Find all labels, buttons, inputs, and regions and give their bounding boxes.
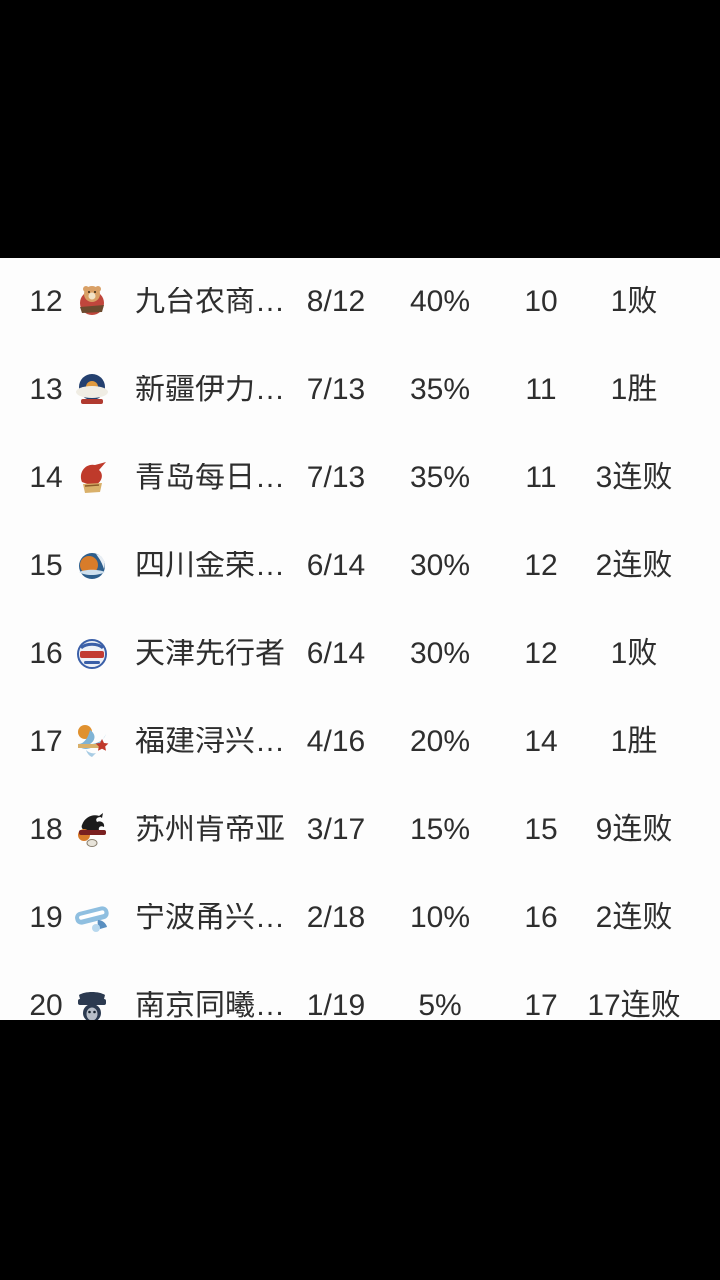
jilin-tigers-logo-icon [72, 280, 112, 324]
team-name: 南京同曦… [135, 991, 285, 1020]
games-behind-value: 15 [524, 813, 558, 846]
record-value: 4/16 [306, 725, 366, 758]
win-pct-value: 10% [409, 901, 471, 934]
standings-table: 12 九台农商… 8/12 40% 10 1败 13 新疆伊力… 7/13 35… [0, 258, 720, 1020]
streak-value: 2连败 [595, 549, 673, 582]
table-row[interactable]: 17 福建浔兴… 4/16 20% 14 1胜 [0, 698, 720, 786]
table-row[interactable]: 18 苏州肯帝亚 3/17 15% 15 9连败 [0, 786, 720, 874]
team-name: 天津先行者 [135, 639, 285, 669]
team-name: 四川金荣… [135, 551, 285, 581]
letterbox-top [0, 0, 720, 258]
team-name: 宁波甬兴… [135, 903, 285, 933]
xinjiang-flying-tigers-logo-icon [72, 368, 112, 412]
rank-value: 20 [29, 989, 63, 1021]
table-row[interactable]: 12 九台农商… 8/12 40% 10 1败 [0, 258, 720, 346]
rank-value: 14 [29, 461, 63, 494]
sichuan-whales-logo-icon [72, 544, 112, 588]
streak-value: 17连败 [587, 989, 681, 1021]
streak-value: 1败 [610, 285, 658, 318]
win-pct-value: 5% [418, 989, 462, 1021]
games-behind-value: 14 [524, 725, 558, 758]
letterbox-bottom [0, 1020, 720, 1280]
record-value: 3/17 [306, 813, 366, 846]
team-name: 新疆伊力… [135, 375, 285, 405]
table-row[interactable]: 13 新疆伊力… 7/13 35% 11 1胜 [0, 346, 720, 434]
games-behind-value: 11 [525, 461, 557, 494]
ningbo-rockets-logo-icon [72, 896, 112, 940]
win-pct-value: 35% [409, 373, 471, 406]
table-row[interactable]: 16 天津先行者 6/14 30% 12 1败 [0, 610, 720, 698]
win-pct-value: 35% [409, 461, 471, 494]
streak-value: 1败 [610, 637, 658, 670]
win-pct-value: 20% [409, 725, 471, 758]
record-value: 7/13 [306, 461, 366, 494]
streak-value: 2连败 [595, 901, 673, 934]
rank-value: 18 [29, 813, 63, 846]
record-value: 6/14 [306, 549, 366, 582]
rank-value: 12 [29, 285, 63, 318]
team-name: 福建浔兴… [135, 727, 285, 757]
record-value: 8/12 [306, 285, 366, 318]
suzhou-dragons-logo-icon [72, 808, 112, 852]
tianjin-pioneers-logo-icon [72, 632, 112, 676]
team-name: 青岛每日… [135, 463, 285, 493]
win-pct-value: 40% [409, 285, 471, 318]
games-behind-value: 12 [524, 637, 558, 670]
streak-value: 3连败 [595, 461, 673, 494]
streak-value: 1胜 [610, 373, 658, 406]
rank-value: 15 [29, 549, 63, 582]
rank-value: 13 [29, 373, 63, 406]
record-value: 7/13 [306, 373, 366, 406]
rank-value: 17 [29, 725, 63, 758]
table-row[interactable]: 15 四川金荣… 6/14 30% 12 2连败 [0, 522, 720, 610]
qingdao-eagles-logo-icon [72, 456, 112, 500]
record-value: 6/14 [306, 637, 366, 670]
team-name: 九台农商… [135, 287, 285, 317]
win-pct-value: 30% [409, 637, 471, 670]
streak-value: 9连败 [595, 813, 673, 846]
streak-value: 1胜 [610, 725, 658, 758]
games-behind-value: 12 [524, 549, 558, 582]
record-value: 2/18 [306, 901, 366, 934]
win-pct-value: 15% [409, 813, 471, 846]
table-row[interactable]: 14 青岛每日… 7/13 35% 11 3连败 [0, 434, 720, 522]
games-behind-value: 11 [525, 373, 557, 406]
fujian-sturgeons-logo-icon [72, 720, 112, 764]
rank-value: 19 [29, 901, 63, 934]
team-name: 苏州肯帝亚 [135, 815, 285, 845]
games-behind-value: 17 [524, 989, 558, 1021]
table-row[interactable]: 20 南京同曦… 1/19 5% 17 17连败 [0, 962, 720, 1020]
nanjing-monkey-kings-logo-icon [72, 984, 112, 1020]
win-pct-value: 30% [409, 549, 471, 582]
record-value: 1/19 [306, 989, 366, 1021]
games-behind-value: 10 [524, 285, 558, 318]
games-behind-value: 16 [524, 901, 558, 934]
rank-value: 16 [29, 637, 63, 670]
table-row[interactable]: 19 宁波甬兴… 2/18 10% 16 2连败 [0, 874, 720, 962]
